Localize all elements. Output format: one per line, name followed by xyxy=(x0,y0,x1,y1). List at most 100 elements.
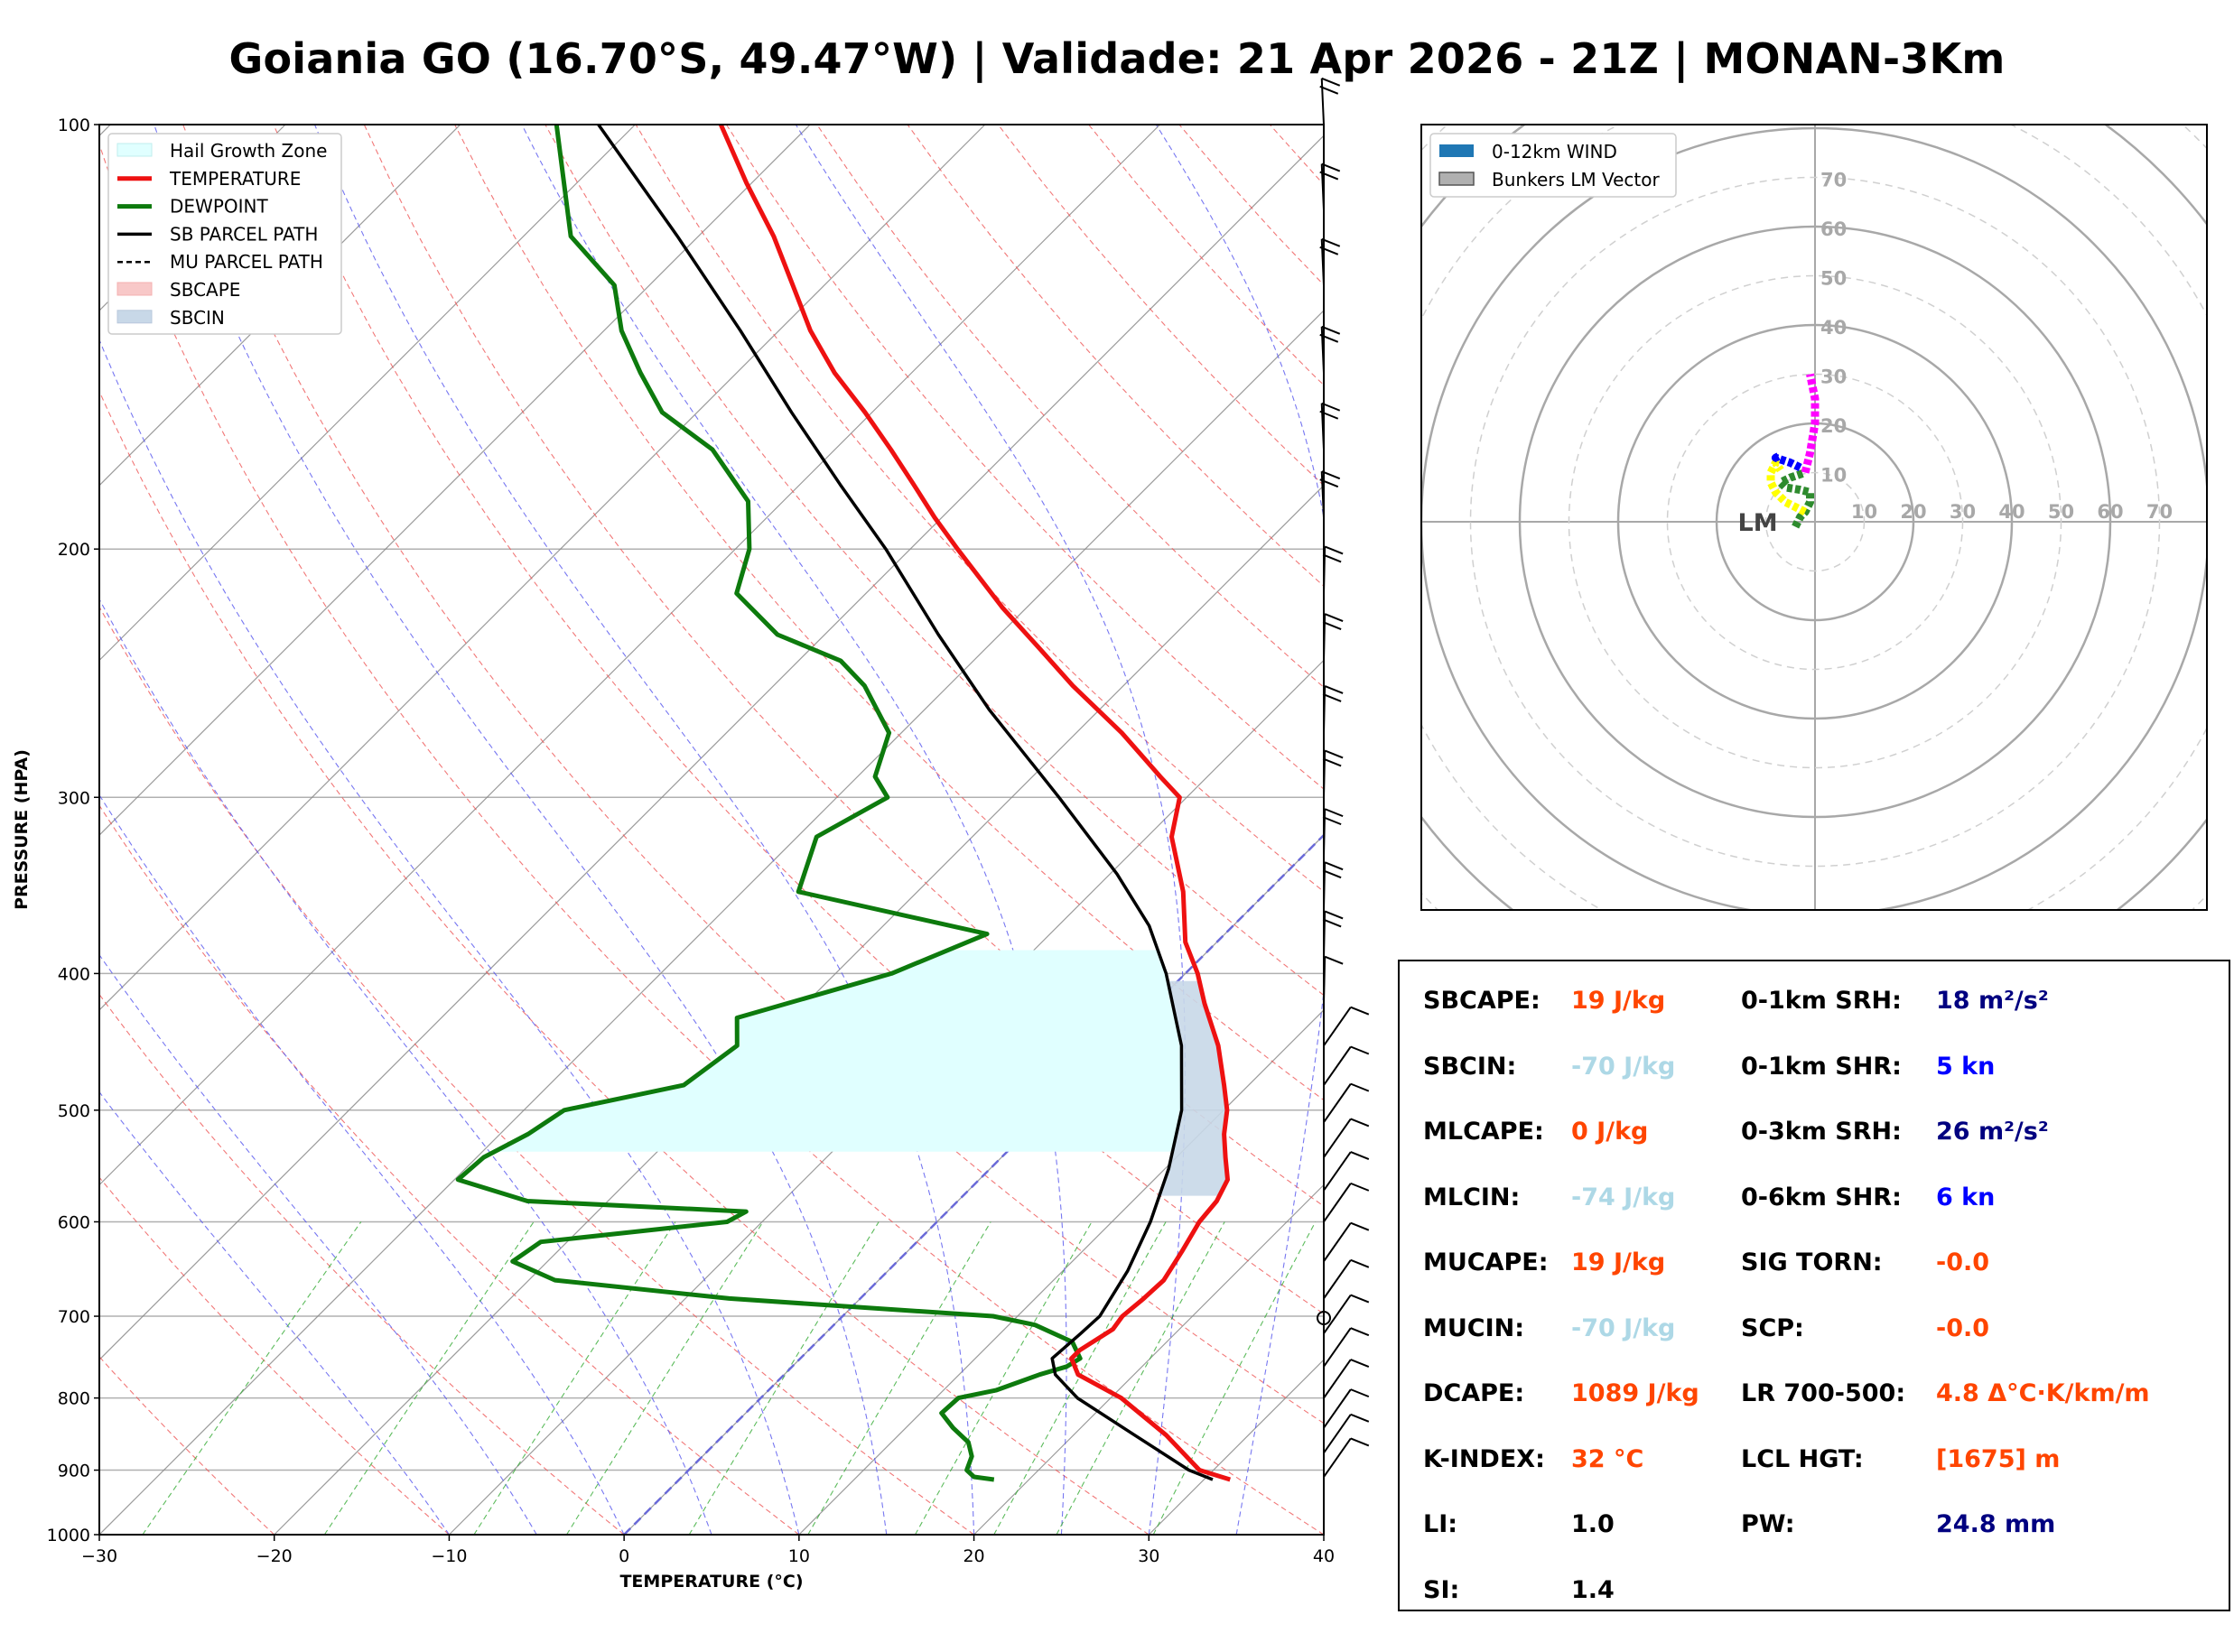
param-value: 24.8 mm xyxy=(1936,1510,2056,1538)
moist-adiabat-line xyxy=(99,953,537,1535)
mixing-ratio-line xyxy=(1056,1221,1225,1535)
hodograph-axis-label: 30 xyxy=(1950,501,1976,523)
param-label: K-INDEX: xyxy=(1423,1444,1545,1473)
moist-adiabat-line xyxy=(99,339,800,1535)
param-value: -0.0 xyxy=(1936,1313,1990,1342)
param-label: PW: xyxy=(1741,1510,1795,1538)
legend-label: Bunkers LM Vector xyxy=(1492,169,1661,190)
moist-adiabat-line xyxy=(99,598,712,1535)
legend-swatch xyxy=(1439,144,1474,157)
mixing-ratio-line xyxy=(473,1221,676,1535)
x-tick-label: 0 xyxy=(619,1546,629,1566)
wind-barb xyxy=(1323,1221,1370,1262)
legend-label: SB PARCEL PATH xyxy=(170,223,318,245)
wind-barb xyxy=(1322,545,1344,594)
wind-barb xyxy=(1323,1413,1370,1453)
mixing-ratio-line xyxy=(688,1221,880,1535)
dry-adiabat-line xyxy=(99,390,1150,1535)
legend-swatch xyxy=(116,143,153,157)
hodograph-ring-label: 30 xyxy=(1820,367,1847,388)
dry-adiabat-line xyxy=(99,606,974,1535)
dry-adiabat-line xyxy=(635,125,1324,893)
hodograph-axis-label: 40 xyxy=(1998,501,2025,523)
moist-adiabat-line xyxy=(313,125,975,1535)
dry-adiabat-line xyxy=(99,1176,450,1535)
dry-adiabat-line xyxy=(545,125,1324,997)
hodograph-ring-label: 60 xyxy=(1820,218,1847,240)
param-value: 1.4 xyxy=(1571,1575,1615,1604)
x-axis-label: TEMPERATURE (°C) xyxy=(619,1572,803,1592)
freezing-isotherm xyxy=(623,833,1324,1535)
param-value: 26 m²/s² xyxy=(1936,1118,2049,1146)
param-label: MUCAPE: xyxy=(1423,1248,1549,1276)
hodograph-ring-label: 10 xyxy=(1820,465,1847,487)
temperature-line xyxy=(719,125,1232,1482)
hodograph-ring-label: 50 xyxy=(1820,268,1847,290)
param-value: 1089 J/kg xyxy=(1571,1379,1699,1407)
hodograph-ring xyxy=(1421,126,2207,910)
x-tick-label: 10 xyxy=(788,1546,810,1566)
x-tick-label: −20 xyxy=(256,1546,293,1566)
legend-label: DEWPOINT xyxy=(170,196,268,218)
param-label: SI: xyxy=(1423,1575,1460,1604)
wind-barb xyxy=(1319,402,1341,450)
param-value: 19 J/kg xyxy=(1571,1248,1666,1276)
hodograph-ring xyxy=(1568,274,2062,769)
moist-adiabat-line xyxy=(99,794,625,1535)
calm-wind-marker xyxy=(1317,1310,1331,1325)
wind-barb xyxy=(1323,1258,1370,1299)
y-tick-label: 900 xyxy=(58,1462,90,1481)
mixing-ratio-line xyxy=(807,1221,991,1535)
y-axis-label: PRESSURE (HPA) xyxy=(12,749,32,910)
dry-adiabat-line xyxy=(99,993,625,1535)
wind-barb xyxy=(1319,77,1341,125)
legend-swatch xyxy=(116,282,153,296)
dry-adiabat-line xyxy=(99,804,800,1535)
x-tick-label: 30 xyxy=(1138,1546,1159,1566)
isotherm-line xyxy=(99,125,461,487)
legend-box xyxy=(107,133,342,335)
mixing-ratio-line xyxy=(915,1221,1093,1535)
param-value: -70 J/kg xyxy=(1571,1052,1676,1081)
sb-parcel-line xyxy=(597,125,1214,1481)
legend-label: MU PARCEL PATH xyxy=(170,251,323,273)
hodograph-ring-label: 70 xyxy=(1820,170,1847,191)
dry-adiabat-line xyxy=(816,125,1324,689)
hodograph-ring xyxy=(1469,176,2161,868)
param-label: MUCIN: xyxy=(1423,1313,1525,1342)
parameters-panel: SBCAPE: 19 J/kg SBCIN: -70 J/kg MLCAPE: 0 J/k… xyxy=(1398,960,2230,1611)
legend-label: Hail Growth Zone xyxy=(170,140,327,162)
isotherm-line xyxy=(798,1009,1324,1535)
skew-t-legend: Hail Growth Zone TEMPERATURE DEWPOINT SB PA… xyxy=(107,133,342,335)
y-tick-label: 200 xyxy=(58,540,90,560)
hodograph-trace xyxy=(1766,459,1808,516)
hodograph-legend: 0-12km WIND Bunkers LM Vector xyxy=(1429,133,1677,198)
param-label: SIG TORN: xyxy=(1741,1248,1883,1276)
wind-barb xyxy=(1323,1082,1370,1123)
hodograph-ring-label: 40 xyxy=(1820,317,1847,339)
hodograph-ring xyxy=(1764,471,1866,572)
isotherm-line xyxy=(973,1183,1324,1535)
y-tick-label: 600 xyxy=(58,1212,90,1232)
param-value: 6 kn xyxy=(1936,1183,1996,1211)
isotherm-line xyxy=(99,125,986,1011)
mixing-ratio-line xyxy=(323,1221,535,1535)
param-value: 32 °C xyxy=(1571,1444,1644,1473)
wind-barb xyxy=(1319,162,1341,210)
param-label: LR 700-500: xyxy=(1741,1379,1906,1407)
hodograph-ring xyxy=(1224,0,2234,1112)
hodograph-trace xyxy=(1771,451,1802,472)
hodograph-axis-label: 10 xyxy=(1851,501,1877,523)
mixing-ratio-line xyxy=(993,1221,1167,1535)
legend-label: SBCAPE xyxy=(170,279,240,301)
param-value: 18 m²/s² xyxy=(1936,987,2049,1015)
wind-barb xyxy=(1322,613,1344,661)
hodograph-axis-label: 70 xyxy=(2146,501,2173,523)
param-value: -74 J/kg xyxy=(1571,1183,1676,1211)
param-label: SCP: xyxy=(1741,1313,1804,1342)
lm-label: LM xyxy=(1738,509,1778,537)
param-value: 0 J/kg xyxy=(1571,1118,1649,1146)
wind-barb xyxy=(1323,1437,1370,1478)
hodograph-trace xyxy=(1776,469,1814,529)
moist-adiabat-line xyxy=(521,125,1067,1535)
